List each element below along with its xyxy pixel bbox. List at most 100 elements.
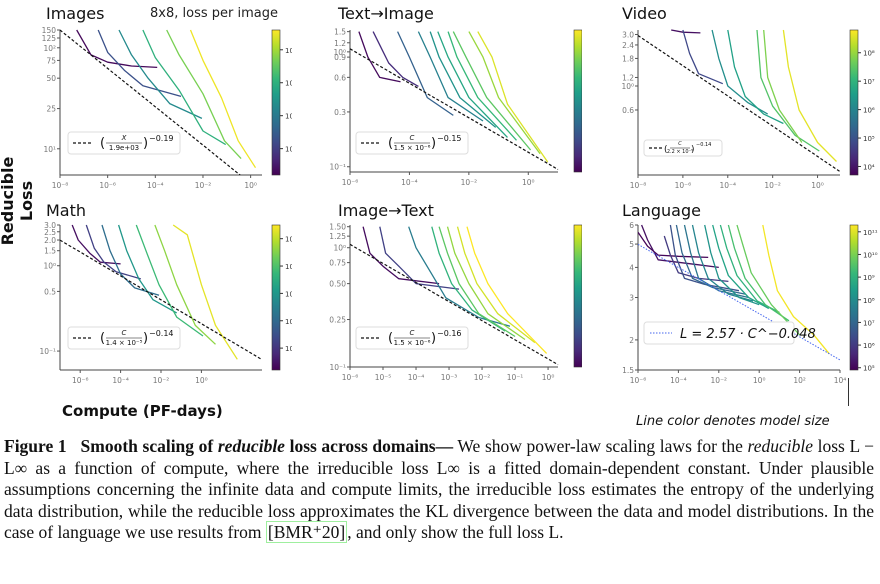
y-tick-label: 0.9 — [334, 53, 346, 62]
series-line — [437, 31, 508, 138]
series-line — [452, 31, 532, 151]
series-line — [782, 29, 837, 162]
x-tick-label: 10⁻⁶ — [675, 181, 692, 190]
y-tick-label: 3.0 — [44, 221, 56, 230]
caption-text-2: loss L − L∞ as a function of compute, wh… — [4, 436, 874, 542]
x-tick-label: 10⁻² — [195, 181, 212, 190]
series-line — [468, 31, 541, 155]
series-line — [683, 224, 749, 299]
y-tick-label: 6 — [629, 221, 634, 230]
y-tick-label: 0.3 — [334, 108, 346, 117]
fit-line — [350, 243, 559, 366]
x-tick-label: 10⁻² — [764, 181, 781, 190]
legend-paren-close: ) — [431, 331, 436, 346]
series-line — [736, 224, 801, 336]
x-tick-label: 10⁻² — [461, 178, 478, 187]
colorbar-tick-label: 10⁶ — [285, 318, 292, 326]
series-line — [429, 31, 497, 128]
y-tick-label: 3 — [629, 294, 634, 303]
legend-paren-open: ( — [664, 145, 668, 155]
x-tick-label: 10⁻⁴ — [112, 376, 129, 385]
colorbar-tick-label: 10⁵ — [863, 135, 875, 143]
plot-area: 10⁻⁸ 10⁻⁶ 10⁻⁴ 10⁻² 10⁰3.02.41.81.210⁰0.6(C2… — [621, 29, 841, 190]
legend-numerator: C — [678, 141, 682, 147]
series-line — [142, 29, 227, 146]
series-line — [189, 29, 257, 169]
legend-denominator: 1.5 × 10⁻⁶ — [394, 144, 431, 152]
legend: (C 1.4 × 10⁻⁵) −0.14 — [67, 326, 181, 350]
chart-video: 10⁻⁸ 10⁻⁶ 10⁻⁴ 10⁻² 10⁰3.02.41.81.210⁰0.6(C2… — [621, 29, 875, 190]
legend-numerator: C — [410, 134, 415, 142]
legend-denominator: 1.4 × 10⁻⁵ — [106, 339, 143, 347]
y-tick-label: 0.75 — [329, 259, 346, 268]
series-line — [727, 29, 784, 125]
y-tick-label: 0.6 — [334, 73, 346, 82]
colorbar-tick-label: 10⁹ — [285, 236, 292, 244]
plot-area: 10⁻⁶ 10⁻⁴ 10⁻² 10⁰ 10² 10⁴ 6 5 4 3 2 1.5 L = 2.57 · … — [622, 221, 846, 385]
y-tick-label: 0.6 — [622, 106, 634, 115]
x-axis-label: Compute (PF-days) — [62, 402, 223, 420]
series-line — [431, 226, 506, 332]
series-line — [154, 224, 216, 345]
colorbar-note: Line color denotes model size — [636, 414, 830, 429]
colorbar-gradient — [271, 29, 281, 176]
series-line — [71, 224, 121, 265]
legend: (X 1.9e+03) −0.19 — [67, 131, 181, 155]
citation-link[interactable]: [BMR⁺20] — [265, 521, 348, 543]
legend: L = 2.57 · C^−0.048 — [643, 321, 816, 345]
legend-paren-close: ) — [691, 145, 695, 155]
caption-text-1: We show power-law scaling laws for the — [453, 436, 748, 456]
caption-text-3: , and only show the full loss L. — [347, 522, 564, 542]
colorbar-tick-label: 10⁴ — [863, 163, 875, 171]
series-line — [447, 31, 517, 141]
series-line — [101, 224, 160, 296]
y-tick-label: 0.50 — [329, 280, 346, 289]
series-line — [704, 224, 760, 306]
legend-exponent: −0.16 — [437, 329, 462, 338]
colorbar-pointer-line — [848, 378, 849, 406]
series-line — [397, 31, 454, 116]
x-tick-label: 10⁰ — [195, 376, 208, 385]
x-tick-label: 10⁻⁸ — [52, 181, 69, 190]
series-line — [166, 29, 242, 160]
legend-denominator: 2.2 × 10⁻⁵ — [667, 149, 693, 155]
colorbar-tick-label: 10⁶ — [863, 342, 875, 350]
x-tick-label: 10⁰ — [753, 376, 766, 385]
y-tick-label: 1.8 — [622, 54, 634, 63]
y-tick-label: 10⁻¹ — [329, 363, 346, 372]
series-group — [350, 31, 559, 171]
figure-caption: Figure 1 Smooth scaling of reducible los… — [4, 436, 874, 544]
legend-paren-open: ( — [388, 331, 393, 346]
series-group — [350, 226, 559, 366]
y-tick-label: 10⁰ — [333, 48, 346, 57]
series-line — [691, 224, 754, 302]
legend: (C 2.2 × 10⁻⁵) −0.14 — [643, 139, 723, 157]
y-tick-label: 75 — [46, 56, 56, 65]
x-tick-label: 10⁻⁶ — [342, 178, 359, 187]
y-tick-label: 0.25 — [329, 316, 346, 325]
colorbar-tick-label: 10⁸ — [285, 263, 292, 271]
y-tick-label: 2 — [629, 336, 634, 345]
colorbar-tick-label: 10⁷ — [863, 78, 875, 86]
colorbar: 10⁵ 10⁶ 10⁷ 10⁸ 10⁹ — [271, 224, 297, 371]
legend-box — [643, 321, 795, 345]
colorbar-gradient — [573, 29, 583, 173]
legend-paren-close: ) — [431, 136, 436, 151]
colorbar-tick-label: 10⁹ — [863, 274, 875, 282]
legend-denominator: 1.9e+03 — [109, 144, 139, 152]
series-line — [97, 29, 182, 98]
x-tick-label: 10⁻³ — [441, 373, 458, 382]
series-line — [362, 226, 440, 285]
legend-paren-open: ( — [388, 136, 393, 151]
series-line — [379, 226, 460, 290]
x-tick-label: 10⁴ — [834, 376, 847, 385]
colorbar-gradient — [271, 224, 281, 371]
colorbar-tick-label: 10¹⁰ — [863, 251, 878, 259]
x-tick-label: 10⁻² — [153, 376, 170, 385]
legend-paren-open: ( — [100, 331, 105, 346]
colorbar-tick-label: 10⁵ — [285, 146, 292, 154]
panel-title: Images — [46, 4, 105, 23]
colorbar-tick-label: 10⁷ — [863, 319, 875, 327]
panel-math: Math 10⁻⁶ 10⁻⁴ 10⁻² 10⁰ 3.0 2.5 2.0 1.5 10⁰ 0.5 10… — [22, 195, 297, 395]
